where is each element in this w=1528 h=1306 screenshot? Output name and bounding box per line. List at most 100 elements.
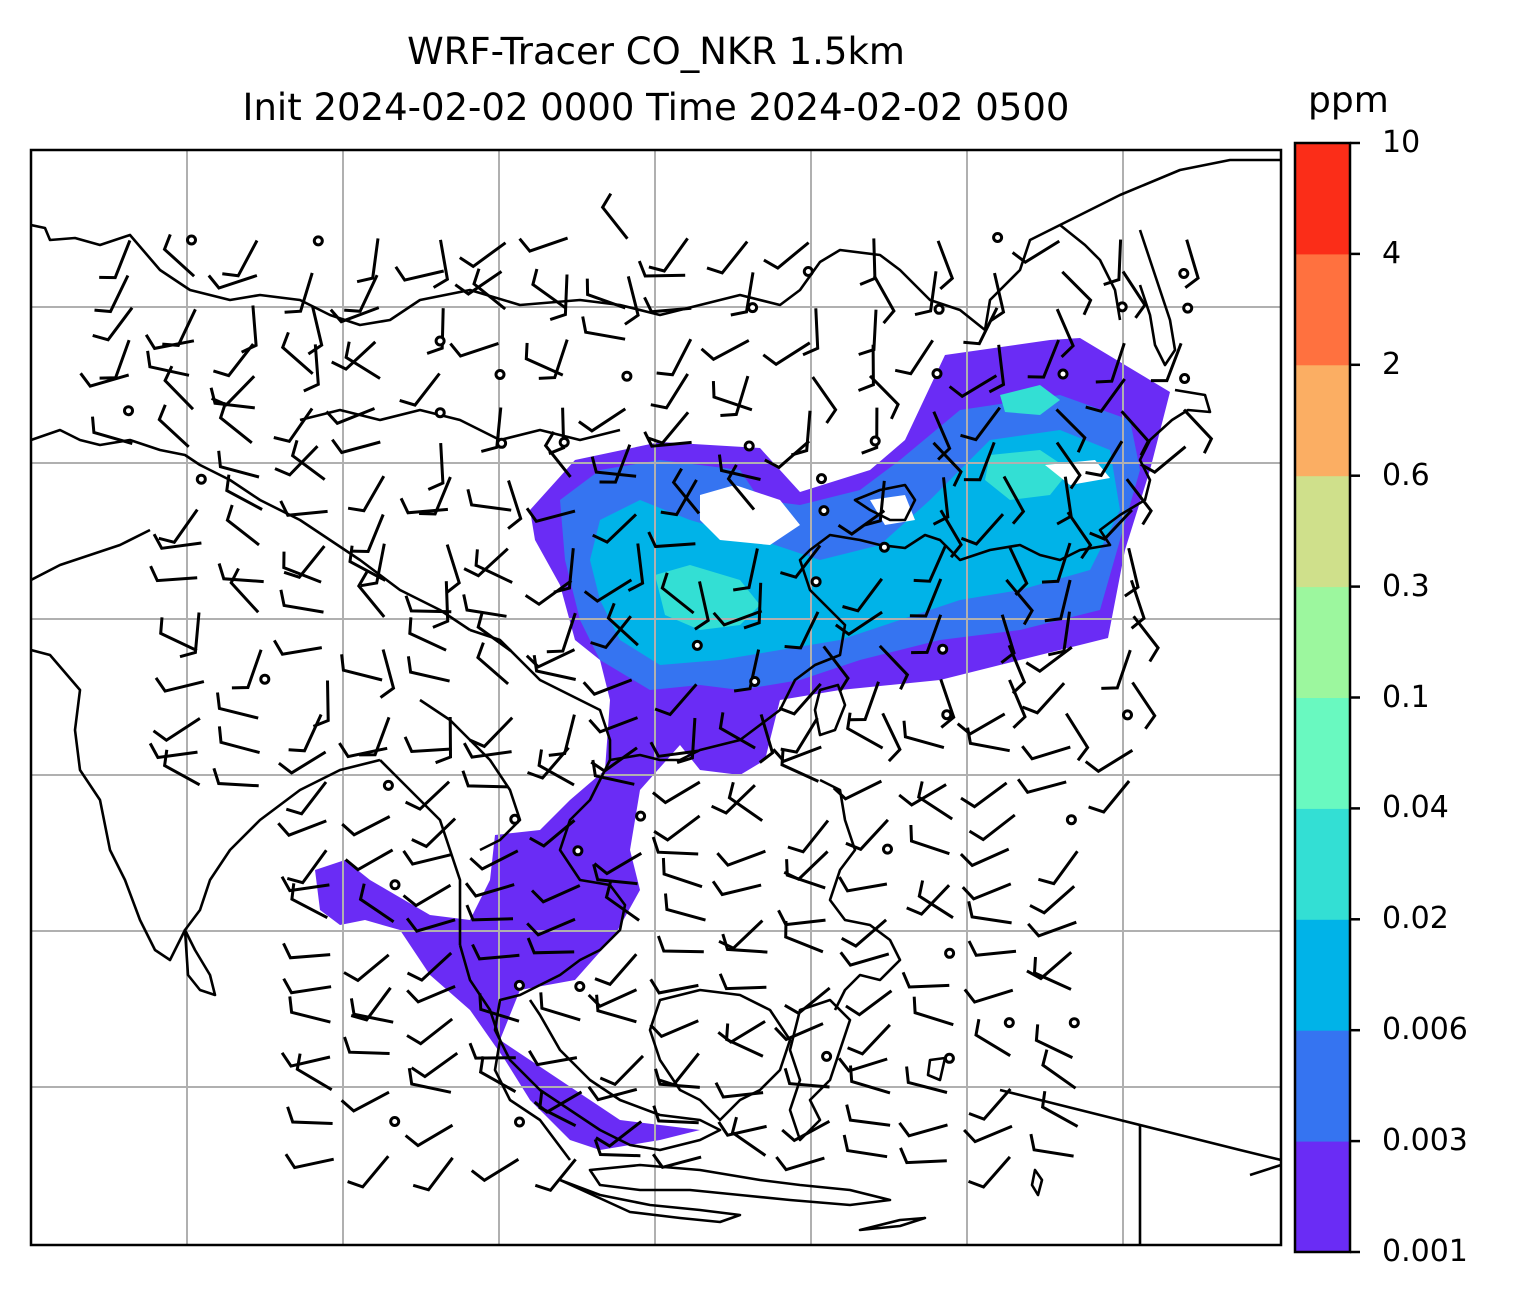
wind-barb <box>963 988 1014 1004</box>
wind-barb <box>780 748 820 783</box>
wind-barb <box>583 578 633 603</box>
calm-wind-marker <box>943 1052 955 1064</box>
wind-barb <box>529 819 576 848</box>
wind-barb <box>474 549 513 584</box>
wind-barb <box>159 617 198 652</box>
wind-barb <box>1084 749 1134 774</box>
wind-barb <box>1008 546 1029 596</box>
wind-barb <box>902 720 945 750</box>
wind-barb <box>1011 239 1061 265</box>
wind-barb <box>356 571 386 618</box>
wind-barb <box>917 781 954 821</box>
wind-barb <box>914 271 938 317</box>
wind-barb <box>524 342 564 377</box>
wind-barb <box>283 545 326 579</box>
wind-barb <box>899 1147 947 1165</box>
wind-barb <box>936 240 955 291</box>
wind-barb <box>592 863 638 886</box>
wind-barb <box>1123 547 1140 598</box>
wind-barb <box>762 341 811 367</box>
wind-barb <box>360 543 386 588</box>
colorbar-tick-label: 0.04 <box>1382 790 1449 826</box>
wind-barb <box>656 935 704 954</box>
colorbar-tick-label: 0.001 <box>1382 1234 1468 1269</box>
wind-barb <box>449 341 499 358</box>
wind-barb <box>432 581 450 629</box>
wind-barb <box>471 943 520 961</box>
wind-barb <box>649 741 699 758</box>
wind-barb <box>277 819 327 837</box>
wind-barb <box>743 582 763 630</box>
calm-wind-marker <box>882 843 893 855</box>
colorbar-segment <box>1295 253 1350 366</box>
wind-barb <box>217 726 260 755</box>
wind-barb <box>1021 745 1071 761</box>
wind-barb <box>606 602 639 647</box>
wind-barb <box>217 563 264 584</box>
wind-barb <box>917 880 954 919</box>
wind-barb <box>1125 478 1153 526</box>
wind-barb <box>359 716 391 757</box>
wind-barb <box>445 544 461 594</box>
wind-barb <box>1085 378 1126 414</box>
calm-wind-marker <box>382 779 394 791</box>
wind-barb <box>864 480 886 527</box>
wind-barb <box>587 988 638 1008</box>
wind-barb <box>526 917 576 937</box>
wind-barb <box>732 548 759 592</box>
wind-calm-circles <box>123 232 1194 1128</box>
wind-barb <box>909 824 950 856</box>
wind-barb <box>676 717 697 765</box>
calm-wind-marker <box>513 979 525 991</box>
wind-barb <box>222 239 259 278</box>
map-gridlines <box>31 150 1281 1245</box>
wind-barb <box>329 306 380 324</box>
wind-barb <box>781 1119 831 1143</box>
wind-barb <box>847 1023 891 1056</box>
wind-barb <box>207 274 258 290</box>
wind-barb <box>989 272 1006 323</box>
wind-barb <box>284 272 314 314</box>
calm-wind-marker <box>821 1050 833 1062</box>
wind-barb <box>358 883 395 923</box>
wind-barb <box>538 1091 577 1128</box>
calm-wind-marker <box>937 643 949 655</box>
wind-barb <box>348 545 387 582</box>
calm-wind-marker <box>1057 368 1069 380</box>
wind-barb <box>157 404 190 448</box>
wind-barb <box>347 475 386 513</box>
wind-barb <box>842 1134 888 1159</box>
wind-barb <box>588 716 639 734</box>
colorbar-tick-label: 0.02 <box>1382 901 1449 937</box>
map-title-line1: WRF-Tracer CO_NKR 1.5km <box>407 30 905 73</box>
map-title-line2: Init 2024-02-02 0000 Time 2024-02-02 050… <box>242 86 1070 129</box>
wind-barb <box>285 781 328 816</box>
wind-barb <box>1005 578 1034 626</box>
wind-barb <box>834 610 883 637</box>
wind-barb <box>404 595 452 614</box>
wind-barb <box>590 456 637 478</box>
wind-barb <box>961 882 1012 901</box>
wind-barb <box>212 767 259 788</box>
wind-barb <box>1131 681 1157 730</box>
calm-wind-marker <box>743 440 755 452</box>
wind-barb <box>578 407 627 433</box>
wind-barb <box>356 238 380 284</box>
calm-wind-marker <box>558 436 570 448</box>
wind-barb <box>352 513 385 554</box>
wind-barb <box>811 376 838 424</box>
wind-barb <box>651 836 699 856</box>
map-frame <box>29 148 1283 1247</box>
wind-barb <box>974 1018 1011 1057</box>
wind-barb <box>661 857 703 889</box>
wind-barb <box>399 497 449 515</box>
calm-wind-marker <box>878 541 890 553</box>
wind-barb <box>1025 646 1073 674</box>
wind-barb <box>968 1088 1012 1121</box>
colorbar-tick-label: 10 <box>1382 125 1421 160</box>
wind-barb <box>331 340 377 371</box>
wind-barb <box>717 1121 767 1137</box>
wind-barb <box>152 717 201 743</box>
wind-barb <box>338 742 388 759</box>
